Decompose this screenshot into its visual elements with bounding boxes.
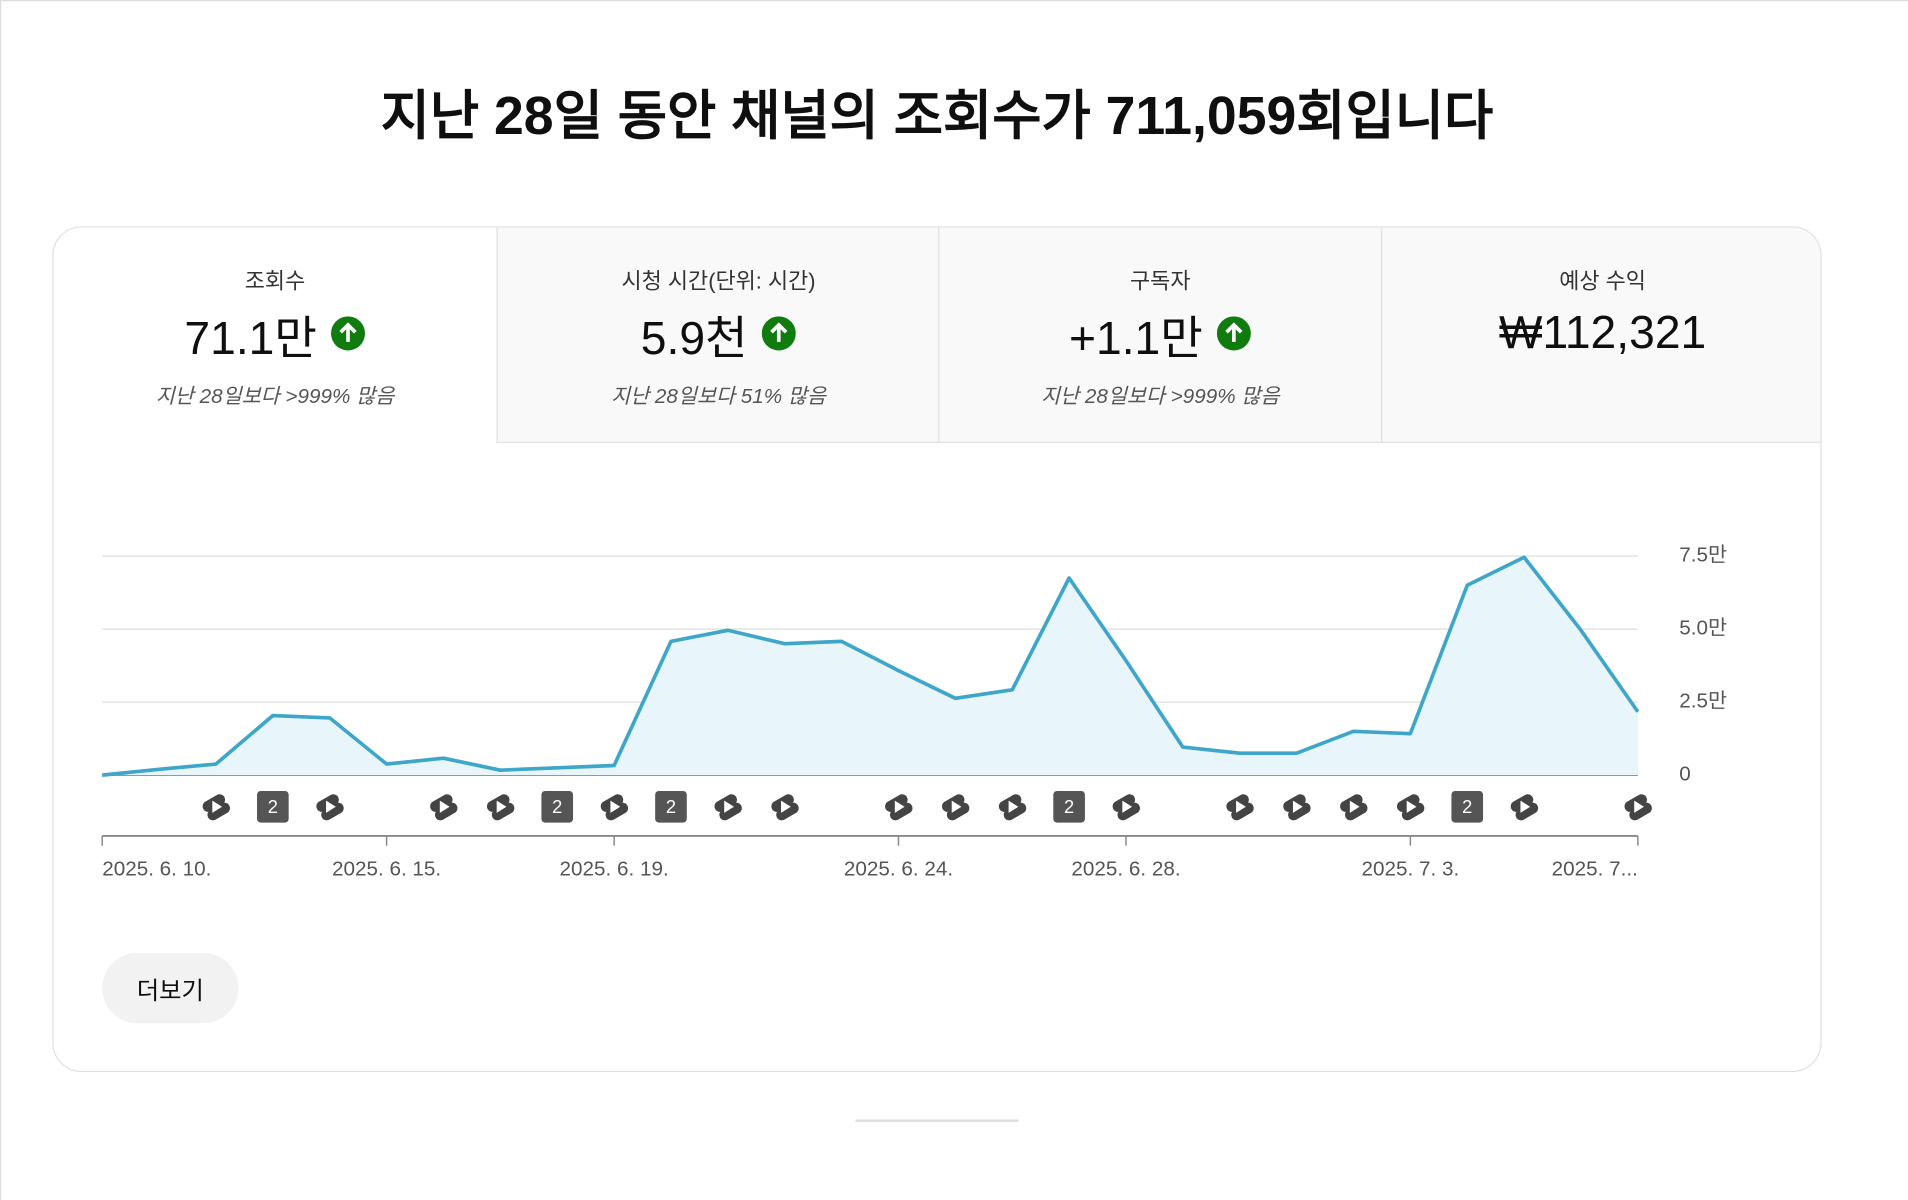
x-tick-label: 2025. 6. 10. [102, 858, 211, 881]
shorts-play [212, 800, 223, 813]
metric-comparison: 지난 28일보다 >999% 많음 [155, 384, 395, 408]
shorts-icon [1624, 794, 1652, 821]
upload-count: 2 [268, 796, 278, 817]
shorts-icon [1226, 794, 1254, 821]
shorts-icon [1340, 794, 1368, 821]
shorts-icon [1112, 794, 1140, 821]
shorts-play [439, 800, 450, 813]
metric-value: 71.1만 [184, 313, 317, 365]
up-icon [331, 316, 366, 351]
upload-badge [541, 790, 574, 823]
shorts-icon [1283, 794, 1311, 821]
x-tick-label: 2025. 6. 15. [332, 858, 441, 881]
metric-value: 5.9천 [640, 313, 748, 365]
shorts-play [1122, 800, 1133, 813]
shorts-shape [1515, 802, 1539, 821]
shorts-play [496, 800, 507, 813]
area [102, 557, 1638, 776]
shorts-play [1008, 800, 1019, 813]
shorts-play [1634, 800, 1644, 813]
shorts-icon [316, 794, 344, 821]
shorts-play [1292, 800, 1303, 813]
shorts-shape [946, 802, 970, 821]
shorts-shape [889, 802, 913, 821]
upload-badge [1451, 790, 1484, 823]
shorts-icon [486, 794, 515, 821]
shorts-shape [207, 802, 230, 821]
title: 지난 28일 동안 채널의 조회수가 711,059회입니다 [380, 86, 1494, 147]
metric-tab[interactable]: 시청 시간(단위: 시간) 5.9천 지난 28일보다 51% 많음 [496, 227, 940, 443]
up-icon [1217, 316, 1252, 351]
shorts-icon [714, 794, 742, 821]
metric-tab[interactable]: 예상 수익 ₩112,321 [1381, 227, 1821, 443]
metric-comparison: 지난 28일보다 >999% 많음 [1041, 384, 1280, 408]
upload-count: 2 [552, 796, 562, 817]
x-tick-label: 2025. 6. 24. [844, 858, 953, 881]
metric-comparison: 지난 28일보다 51% 많음 [611, 384, 826, 408]
metric-value: +1.1만 [1068, 313, 1203, 365]
shorts-play [1520, 800, 1531, 813]
shorts-play [610, 800, 621, 813]
x-tick-label: 2025. 6. 28. [1071, 858, 1180, 881]
upload-badge [1053, 790, 1085, 823]
shorts-shape [434, 802, 458, 821]
shorts-shape [776, 802, 799, 821]
shorts-play [1349, 800, 1360, 813]
metric-label: 조회수 [244, 268, 306, 294]
divider [855, 1119, 1019, 1122]
shorts-icon [430, 794, 458, 821]
shorts-play [781, 800, 791, 813]
upload-badge [655, 790, 687, 823]
y-tick-label: 2.5만 [1679, 690, 1727, 713]
upload-count: 2 [666, 796, 676, 817]
metric-label: 예상 수익 [1559, 268, 1646, 294]
shorts-shape [1003, 802, 1027, 821]
shorts-play [951, 800, 962, 813]
metric-label: 시청 시간(단위: 시간) [621, 268, 816, 294]
shorts-shape [1401, 802, 1425, 821]
shorts-shape [719, 802, 742, 821]
up-icon [762, 316, 797, 351]
shorts-shape [491, 802, 515, 821]
shorts-play [894, 800, 905, 813]
y-tick-label: 7.5만 [1679, 544, 1727, 567]
upload-badge [257, 790, 289, 823]
shorts-play [326, 800, 336, 813]
metric-tab[interactable]: 구독자 +1.1만 지난 28일보다 >999% 많음 [938, 227, 1382, 443]
upload-count: 2 [1462, 796, 1472, 817]
upload-count: 2 [1064, 796, 1074, 817]
shorts-shape [1344, 802, 1368, 821]
shorts-icon [771, 794, 799, 821]
analytics-card: 조회수 71.1만 지난 28일보다 >999% 많음 시청 시간(단위: 시간… [52, 226, 1822, 1073]
chart: 0 2.5만 5.0만 7.5만 2025. 6. 10. 2025. 6. 15. 202… [101, 544, 1727, 881]
shorts-icon [202, 794, 230, 821]
x-tick-label: 2025. 7. 3. [1362, 858, 1460, 881]
shorts-icon [1396, 794, 1425, 821]
shorts-icon [600, 794, 629, 821]
y-tick-label: 5.0만 [1679, 617, 1727, 640]
shorts-shape [321, 802, 344, 821]
shorts-shape [1288, 802, 1311, 821]
shorts-icon [998, 794, 1027, 821]
shorts-shape [1231, 802, 1254, 821]
x-tick-label: 2025. 7... [1552, 858, 1638, 881]
metric-value: ₩112,321 [1498, 307, 1707, 359]
shorts-play [724, 800, 734, 813]
shorts-play [1406, 800, 1417, 813]
shorts-shape [1117, 802, 1140, 821]
y-tick-label: 0 [1679, 763, 1691, 786]
shorts-icon [1510, 794, 1539, 821]
shorts-icon [941, 794, 970, 821]
shorts-shape [605, 802, 629, 821]
metric-label: 구독자 [1130, 268, 1191, 294]
metric-tab[interactable]: 조회수 71.1만 지난 28일보다 >999% 많음 [53, 227, 497, 443]
more-button[interactable]: 더보기 [102, 952, 239, 1024]
shorts-play [1236, 800, 1246, 813]
shorts-icon [885, 794, 913, 821]
line [102, 555, 1640, 777]
shorts-shape [1629, 802, 1652, 821]
x-tick-label: 2025. 6. 19. [559, 858, 668, 881]
